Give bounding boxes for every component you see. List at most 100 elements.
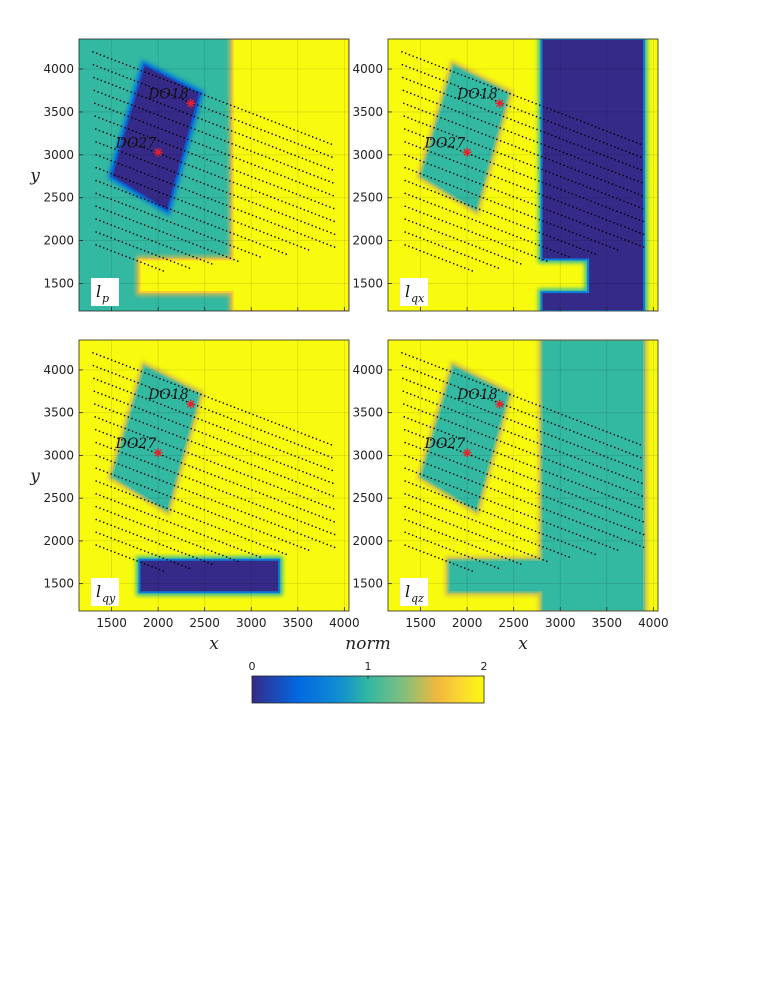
survey-point bbox=[101, 393, 103, 395]
survey-point bbox=[437, 141, 439, 143]
survey-point bbox=[492, 450, 495, 453]
survey-point bbox=[150, 150, 153, 152]
survey-point bbox=[219, 426, 222, 429]
survey-point bbox=[203, 470, 205, 473]
survey-point bbox=[625, 163, 628, 165]
panel-label-subscript: p bbox=[102, 292, 109, 305]
survey-point bbox=[570, 154, 572, 157]
survey-point bbox=[224, 153, 226, 155]
survey-point bbox=[616, 249, 619, 251]
survey-point bbox=[303, 196, 305, 198]
survey-point bbox=[597, 190, 599, 192]
survey-point bbox=[471, 480, 473, 482]
survey-point bbox=[456, 161, 459, 163]
survey-point bbox=[437, 429, 439, 431]
survey-point bbox=[531, 516, 533, 518]
survey-point bbox=[445, 560, 447, 562]
survey-point bbox=[460, 514, 462, 517]
survey-point bbox=[614, 171, 617, 174]
survey-point bbox=[322, 242, 325, 244]
survey-point bbox=[426, 137, 428, 139]
survey-point bbox=[153, 426, 156, 428]
survey-point bbox=[229, 544, 231, 547]
survey-point bbox=[302, 183, 305, 185]
survey-point bbox=[132, 245, 135, 248]
survey-point bbox=[441, 507, 444, 509]
survey-point bbox=[404, 141, 406, 143]
survey-point bbox=[449, 69, 452, 72]
survey-point bbox=[415, 484, 418, 487]
survey-point bbox=[559, 463, 561, 466]
survey-point bbox=[217, 150, 219, 152]
survey-point bbox=[287, 465, 289, 467]
survey-point bbox=[207, 95, 210, 98]
survey-point bbox=[262, 180, 264, 182]
survey-point bbox=[563, 164, 565, 167]
survey-point bbox=[244, 524, 246, 527]
survey-point bbox=[177, 250, 179, 252]
y-tick-label: 2000 bbox=[43, 234, 74, 248]
survey-point bbox=[161, 128, 163, 131]
survey-point bbox=[270, 522, 272, 524]
survey-point bbox=[140, 459, 142, 461]
survey-point bbox=[170, 470, 172, 473]
survey-point bbox=[162, 180, 164, 182]
survey-point bbox=[136, 247, 138, 249]
survey-point bbox=[607, 456, 609, 459]
survey-point bbox=[182, 412, 184, 414]
survey-point bbox=[319, 151, 322, 154]
survey-point bbox=[114, 500, 116, 502]
survey-point bbox=[121, 138, 123, 140]
survey-point bbox=[184, 175, 187, 178]
survey-point bbox=[424, 386, 426, 388]
survey-point bbox=[130, 104, 133, 106]
survey-point bbox=[482, 197, 485, 199]
survey-point bbox=[642, 220, 644, 223]
survey-point bbox=[473, 117, 475, 119]
survey-point bbox=[577, 157, 580, 159]
survey-point bbox=[479, 260, 481, 262]
survey-point bbox=[426, 463, 429, 465]
survey-point bbox=[464, 554, 466, 557]
survey-point bbox=[280, 475, 282, 477]
survey-point bbox=[99, 168, 101, 170]
survey-point bbox=[315, 226, 317, 228]
survey-point bbox=[196, 193, 198, 195]
survey-point bbox=[459, 437, 461, 440]
survey-point bbox=[570, 167, 573, 169]
well-do27: DO27 bbox=[115, 135, 163, 157]
survey-point bbox=[560, 214, 563, 217]
survey-point bbox=[477, 419, 479, 421]
survey-point bbox=[173, 523, 176, 525]
survey-point bbox=[156, 88, 158, 90]
survey-point bbox=[273, 498, 276, 500]
survey-point bbox=[600, 166, 602, 168]
survey-point bbox=[444, 432, 446, 434]
survey-point bbox=[274, 510, 276, 513]
survey-point bbox=[114, 212, 116, 215]
survey-point bbox=[508, 559, 511, 561]
well-do27: DO27 bbox=[424, 436, 472, 458]
survey-point bbox=[263, 117, 265, 119]
survey-point bbox=[556, 487, 559, 490]
survey-point bbox=[460, 214, 462, 216]
survey-point bbox=[225, 479, 227, 481]
survey-point bbox=[411, 208, 414, 210]
survey-point bbox=[214, 539, 217, 541]
survey-point bbox=[199, 469, 201, 471]
survey-point bbox=[173, 261, 176, 264]
survey-point bbox=[286, 151, 289, 154]
survey-point bbox=[128, 429, 130, 431]
survey-point bbox=[426, 162, 429, 165]
survey-point bbox=[415, 171, 418, 173]
survey-point bbox=[114, 174, 116, 176]
survey-point bbox=[326, 530, 328, 533]
survey-point bbox=[251, 527, 254, 530]
survey-point bbox=[636, 167, 639, 170]
survey-point bbox=[430, 164, 432, 166]
survey-point bbox=[509, 406, 512, 408]
survey-point bbox=[624, 239, 626, 241]
survey-point bbox=[162, 467, 164, 470]
survey-point bbox=[534, 230, 537, 232]
survey-point bbox=[598, 542, 600, 544]
